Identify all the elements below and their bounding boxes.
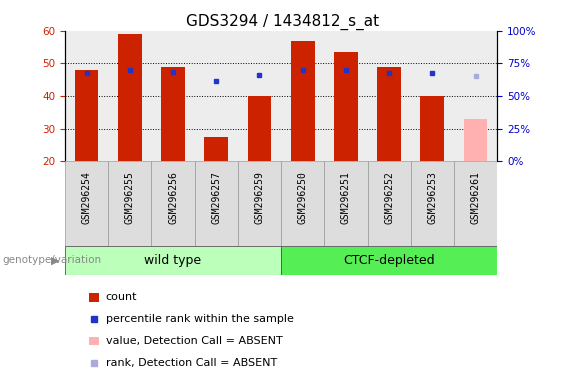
Bar <box>334 52 358 161</box>
Bar <box>464 119 488 161</box>
Text: GSM296250: GSM296250 <box>298 171 308 224</box>
Bar <box>281 246 497 275</box>
Bar <box>65 246 281 275</box>
Bar <box>194 31 238 161</box>
Bar <box>281 161 324 246</box>
Bar <box>291 41 315 161</box>
Bar <box>238 31 281 161</box>
Text: percentile rank within the sample: percentile rank within the sample <box>106 314 294 324</box>
Bar <box>281 31 324 161</box>
Bar <box>238 161 281 246</box>
Bar <box>367 31 411 161</box>
Bar <box>205 137 228 161</box>
Text: count: count <box>106 293 137 303</box>
Bar <box>247 96 271 161</box>
Bar <box>65 31 108 161</box>
Text: GSM296251: GSM296251 <box>341 171 351 224</box>
Text: wild type: wild type <box>145 254 202 266</box>
Bar <box>151 161 194 246</box>
Text: GSM296255: GSM296255 <box>125 171 135 224</box>
Bar <box>367 161 411 246</box>
Bar <box>89 337 99 345</box>
Bar <box>324 31 368 161</box>
Bar <box>118 34 142 161</box>
Bar <box>194 161 238 246</box>
Bar <box>324 161 368 246</box>
Text: ▶: ▶ <box>51 255 59 265</box>
Bar <box>108 31 151 161</box>
Bar <box>75 70 98 161</box>
Text: CTCF-depleted: CTCF-depleted <box>344 254 435 266</box>
Text: GSM296257: GSM296257 <box>211 171 221 224</box>
Text: GSM296254: GSM296254 <box>81 171 92 224</box>
Text: GDS3294 / 1434812_s_at: GDS3294 / 1434812_s_at <box>186 13 379 30</box>
Bar <box>161 67 185 161</box>
Bar <box>420 96 444 161</box>
Bar <box>454 161 497 246</box>
Text: GSM296252: GSM296252 <box>384 171 394 224</box>
Text: genotype/variation: genotype/variation <box>3 255 102 265</box>
Bar <box>411 161 454 246</box>
Bar <box>377 67 401 161</box>
Text: GSM296253: GSM296253 <box>427 171 437 224</box>
Bar <box>108 161 151 246</box>
Text: rank, Detection Call = ABSENT: rank, Detection Call = ABSENT <box>106 358 277 368</box>
Text: value, Detection Call = ABSENT: value, Detection Call = ABSENT <box>106 336 282 346</box>
Text: GSM296261: GSM296261 <box>471 171 481 224</box>
Bar <box>151 31 194 161</box>
Bar <box>65 161 108 246</box>
Text: GSM296256: GSM296256 <box>168 171 178 224</box>
Bar <box>454 31 497 161</box>
Bar <box>411 31 454 161</box>
Bar <box>89 293 99 302</box>
Text: GSM296259: GSM296259 <box>254 171 264 224</box>
